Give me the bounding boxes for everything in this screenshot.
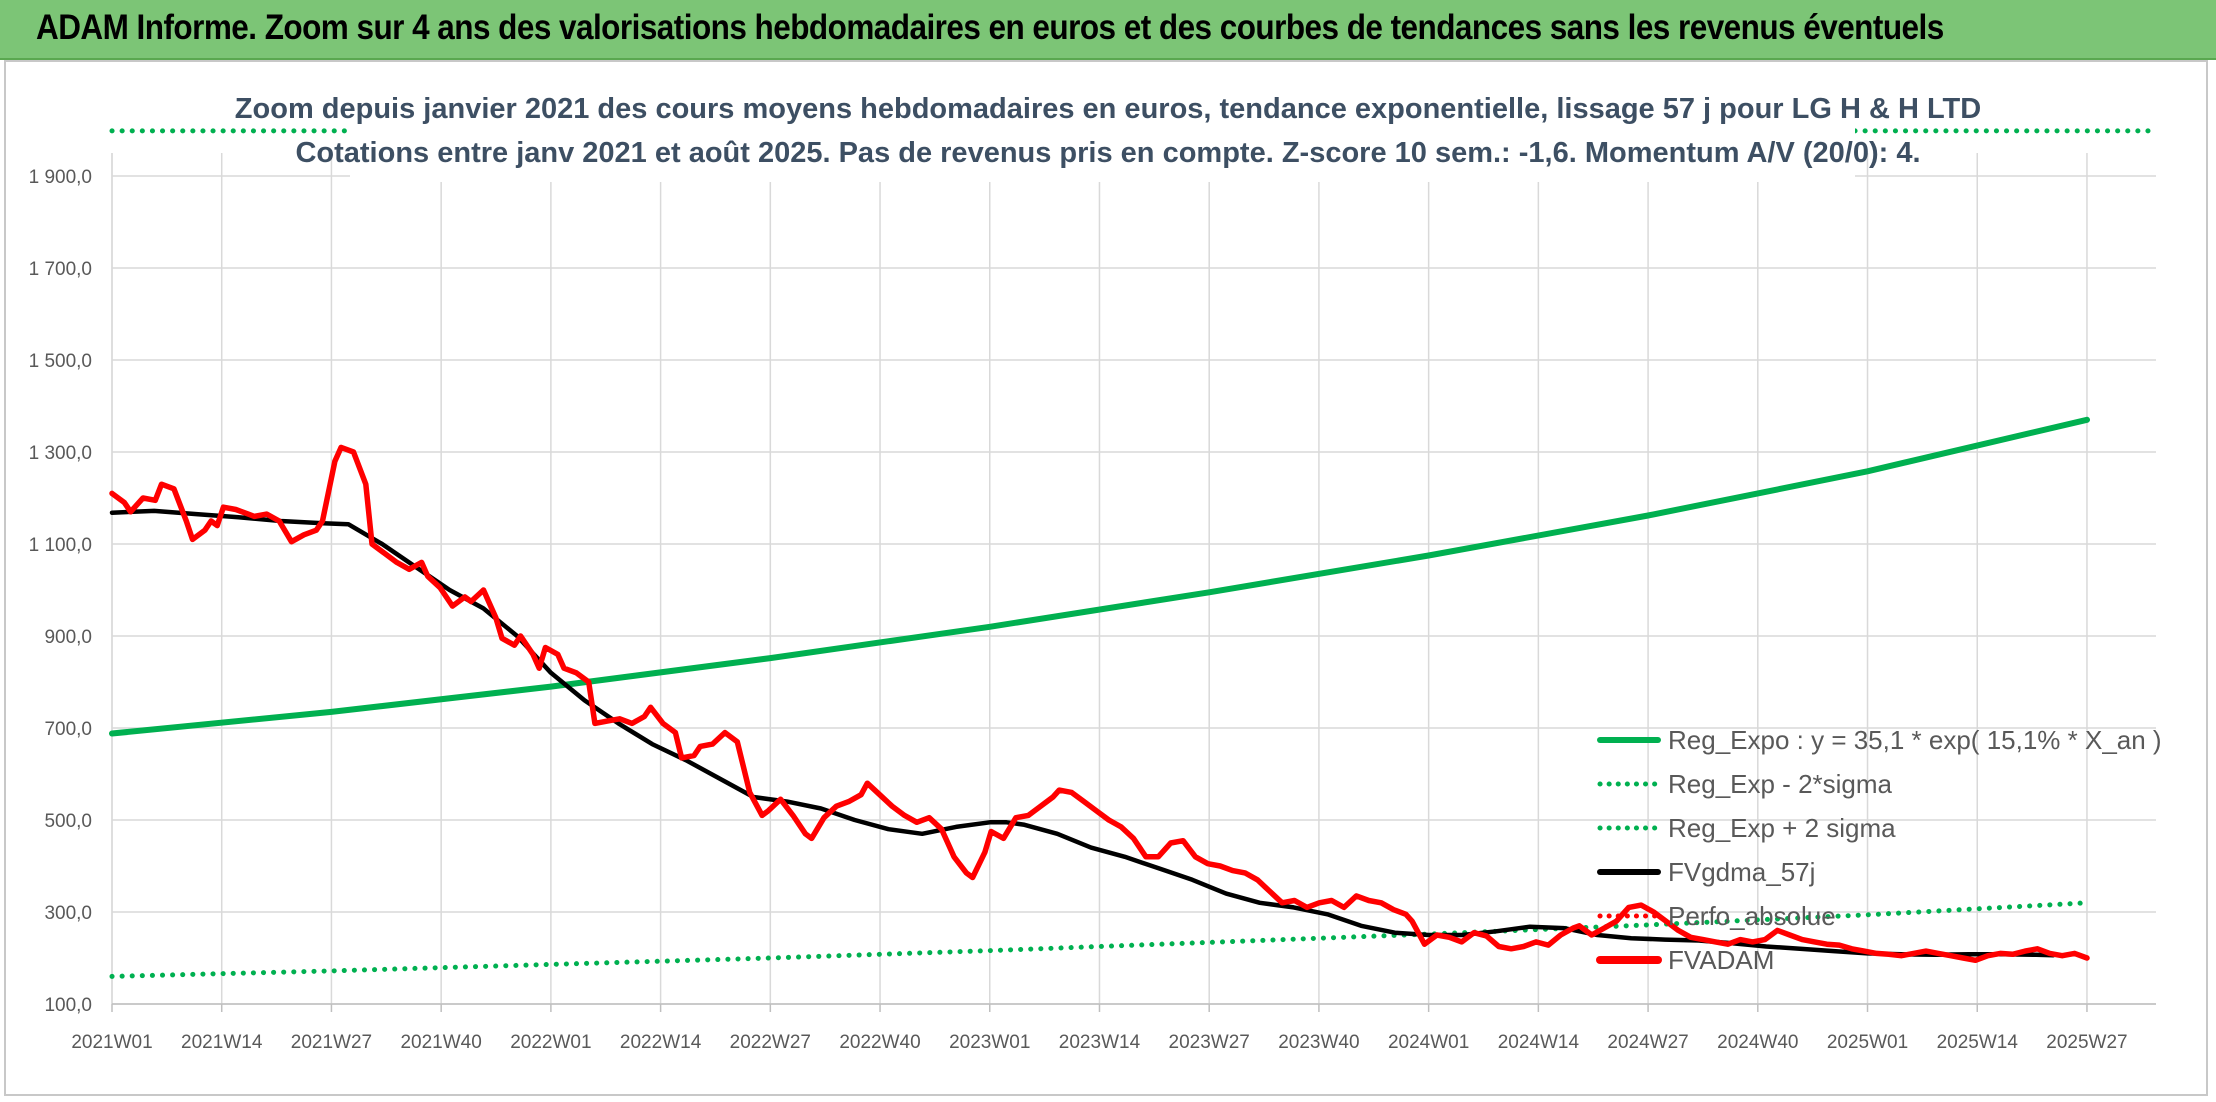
x-tick-label: 2023W40 xyxy=(1278,1032,1359,1053)
page-title: ADAM Informe. Zoom sur 4 ans des valoris… xyxy=(36,8,1944,47)
x-tick-label: 2023W01 xyxy=(949,1032,1030,1053)
legend-label: FVADAM xyxy=(1668,945,1774,975)
x-tick-label: 2025W27 xyxy=(2046,1032,2127,1053)
y-tick-label: 1 100,0 xyxy=(29,535,92,556)
x-tick-label: 2024W01 xyxy=(1388,1032,1469,1053)
y-tick-label: 1 500,0 xyxy=(29,351,92,372)
legend-label: FVgdma_57j xyxy=(1668,857,1815,887)
chart-frame xyxy=(4,60,2208,1096)
series-reg-expo xyxy=(109,416,2090,737)
x-tick-label: 2023W27 xyxy=(1169,1032,1250,1053)
y-axis-ticks: 100,0 300,0 500,0 700,0 900,0 1 100,0 1 300,0 1… xyxy=(29,167,92,1016)
grid xyxy=(111,153,2156,1012)
x-tick-label: 2022W40 xyxy=(839,1032,920,1053)
chart-title: Zoom depuis janvier 2021 des cours moyen… xyxy=(235,93,1981,125)
legend: Reg_Expo : y = 35,1 * exp( 15,1% * X_an … xyxy=(1596,725,2162,975)
legend-label: Perfo_absolue xyxy=(1668,901,1836,931)
y-tick-label: 900,0 xyxy=(44,627,92,648)
x-tick-label: 2021W14 xyxy=(181,1032,263,1053)
y-tick-label: 100,0 xyxy=(44,995,92,1016)
y-tick-label: 1 900,0 xyxy=(29,167,92,188)
x-tick-label: 2024W40 xyxy=(1717,1032,1798,1053)
x-tick-label: 2025W01 xyxy=(1827,1032,1908,1053)
legend-label: Reg_Exp - 2*sigma xyxy=(1668,769,1893,799)
x-tick-label: 2024W27 xyxy=(1607,1032,1688,1053)
x-tick-label: 2021W01 xyxy=(71,1032,152,1053)
series-fvadam xyxy=(109,444,2090,964)
chart-subtitle: Cotations entre janv 2021 et août 2025. … xyxy=(295,137,1920,169)
x-tick-label: 2021W40 xyxy=(400,1032,481,1053)
x-tick-label: 2025W14 xyxy=(1937,1032,2019,1053)
title-banner: ADAM Informe. Zoom sur 4 ans des valoris… xyxy=(0,0,2216,60)
x-tick-label: 2022W14 xyxy=(620,1032,702,1053)
x-tick-label: 2023W14 xyxy=(1059,1032,1141,1053)
x-axis-ticks: 2021W01 2021W14 2021W27 2021W40 2022W01 2022W… xyxy=(71,1032,2127,1053)
x-tick-label: 2024W14 xyxy=(1498,1032,1580,1053)
x-tick-label: 2022W01 xyxy=(510,1032,591,1053)
y-tick-label: 1 700,0 xyxy=(29,259,92,280)
y-tick-label: 1 300,0 xyxy=(29,443,92,464)
y-tick-label: 500,0 xyxy=(44,811,92,832)
series-layer xyxy=(109,128,2159,979)
legend-label: Reg_Expo : y = 35,1 * exp( 15,1% * X_an … xyxy=(1668,725,2162,755)
legend-label: Reg_Exp + 2 sigma xyxy=(1668,813,1896,843)
subtitle-background xyxy=(350,82,1855,182)
x-tick-label: 2021W27 xyxy=(291,1032,372,1053)
y-tick-label: 700,0 xyxy=(44,719,92,740)
series-reg-exp-minus-2sigma xyxy=(109,900,2090,979)
x-tick-label: 2022W27 xyxy=(730,1032,811,1053)
y-tick-label: 300,0 xyxy=(44,903,92,924)
